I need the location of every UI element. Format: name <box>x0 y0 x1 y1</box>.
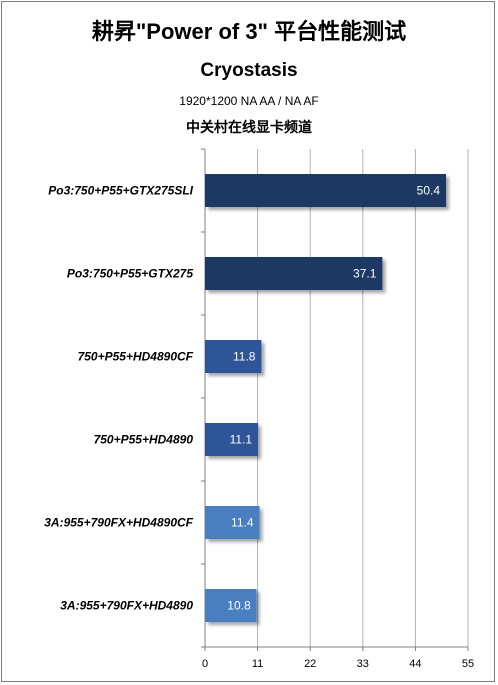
category-label: 3A:955+790FX+HD4890 <box>60 599 193 613</box>
bar <box>205 423 259 456</box>
bar-value-label: 11.4 <box>231 516 254 530</box>
x-tick-label: 22 <box>304 658 316 670</box>
category-label: Po3:750+P55+GTX275SLI <box>48 184 193 198</box>
chart-title: 耕昇"Power of 3" 平台性能测试 <box>91 19 407 44</box>
x-tick-label: 55 <box>462 658 474 670</box>
bar <box>205 257 383 290</box>
x-tick-label: 33 <box>357 658 369 670</box>
bar-value-label: 37.1 <box>353 267 377 281</box>
category-label: Po3:750+P55+GTX275 <box>67 267 193 281</box>
chart-subtitle: Cryostasis <box>200 60 298 81</box>
x-tick-label: 44 <box>409 658 421 670</box>
bar <box>205 506 260 539</box>
category-label: 750+P55+HD4890CF <box>78 350 194 364</box>
chart-setting: 1920*1200 NA AA / NA AF <box>179 94 319 108</box>
bar <box>205 340 262 373</box>
bar-value-label: 10.8 <box>227 599 251 613</box>
chart-source: 中关村在线显卡频道 <box>186 119 312 135</box>
x-tick-label: 0 <box>202 658 208 670</box>
bar-value-label: 11.1 <box>230 433 253 447</box>
bar <box>205 174 447 207</box>
bar-value-label: 50.4 <box>417 184 441 198</box>
category-label: 3A:955+790FX+HD4890CF <box>44 516 193 530</box>
category-label: 750+P55+HD4890 <box>94 433 194 447</box>
x-tick-label: 11 <box>252 658 263 670</box>
bar <box>205 589 257 622</box>
bar-value-label: 11.8 <box>233 350 256 364</box>
